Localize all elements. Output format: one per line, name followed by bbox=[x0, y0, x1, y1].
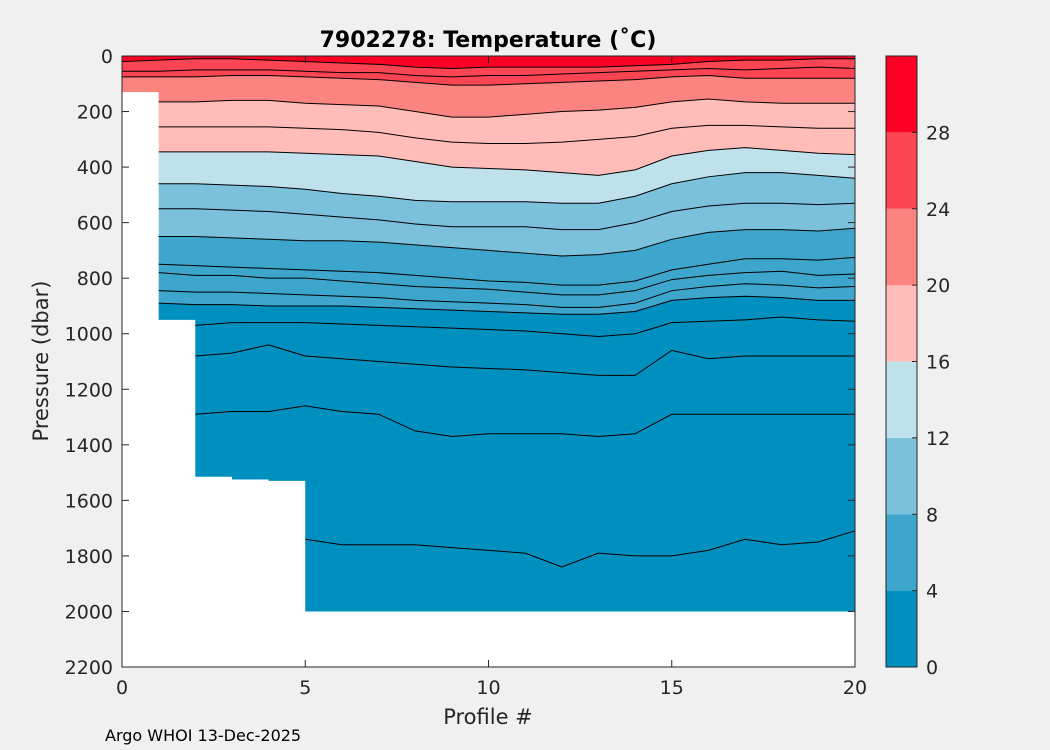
contour-line-18 bbox=[122, 124, 855, 144]
colorbar-band-28-32 bbox=[886, 56, 917, 133]
contour-plot-area: 0 5 10 15 2002004006008001000120014001600180… bbox=[65, 46, 867, 699]
contour-line-28 bbox=[122, 58, 855, 69]
y-tick-label-600: 600 bbox=[77, 213, 113, 235]
colorbar-band-4-8 bbox=[886, 514, 917, 591]
colorbar-band-12-16 bbox=[886, 361, 917, 438]
y-tick-label-2200: 2200 bbox=[65, 657, 113, 679]
colorbar-band-0-4 bbox=[886, 590, 917, 667]
colorbar-tick-label-24: 24 bbox=[926, 199, 950, 221]
contour-line-24 bbox=[122, 74, 855, 86]
contour-line-6 bbox=[122, 316, 855, 338]
x-tick-label-15: 15 bbox=[660, 677, 684, 699]
y-tick-label-1400: 1400 bbox=[65, 435, 113, 457]
colorbar-band-8-12 bbox=[886, 437, 917, 515]
y-tick-label-2000: 2000 bbox=[65, 601, 113, 623]
colorbar-tick-label-20: 20 bbox=[926, 275, 950, 297]
colorbar-tick-label-16: 16 bbox=[926, 352, 950, 374]
colorbar-tick-label-4: 4 bbox=[926, 581, 938, 603]
y-tick-label-1000: 1000 bbox=[65, 324, 113, 346]
contour-line-8 bbox=[122, 227, 855, 257]
x-tick-label-5: 5 bbox=[299, 677, 311, 699]
y-tick-label-400: 400 bbox=[77, 157, 113, 179]
contour-line-14 bbox=[122, 202, 855, 231]
colorbar-band-20-24 bbox=[886, 208, 917, 286]
colorbar-band-24-28 bbox=[886, 132, 917, 209]
y-tick-label-1200: 1200 bbox=[65, 379, 113, 401]
colorbar-tick-label-12: 12 bbox=[926, 428, 950, 450]
temperature-field bbox=[122, 56, 855, 612]
y-tick-label-1800: 1800 bbox=[65, 546, 113, 568]
x-tick-label-0: 0 bbox=[116, 677, 128, 699]
y-tick-label-200: 200 bbox=[77, 102, 113, 124]
x-axis-label: Profile # bbox=[443, 705, 533, 729]
colorbar-band-16-20 bbox=[886, 285, 917, 362]
contour-line-16 bbox=[122, 147, 855, 176]
contour-line-26 bbox=[122, 66, 855, 78]
contour-line-12 bbox=[122, 172, 855, 204]
contour-line-5-5 bbox=[122, 344, 855, 376]
x-tick-label-10: 10 bbox=[476, 677, 500, 699]
contour-line-5 bbox=[122, 405, 855, 437]
contour-line-10 bbox=[122, 256, 855, 286]
y-tick-label-0: 0 bbox=[101, 46, 113, 68]
colorbar-tick-label-0: 0 bbox=[926, 657, 938, 679]
colorbar: 0 4 8 12 16 20 24 28 bbox=[885, 55, 950, 679]
x-tick-label-20: 20 bbox=[843, 677, 867, 699]
y-tick-label-800: 800 bbox=[77, 268, 113, 290]
footer-credit: Argo WHOI 13-Dec-2025 bbox=[105, 726, 301, 745]
contour-line-4 bbox=[122, 295, 855, 315]
colorbar-tick-label-28: 28 bbox=[926, 122, 950, 144]
contour-line-20 bbox=[122, 98, 855, 118]
contour-line-9 bbox=[122, 283, 855, 308]
y-tick-label-1600: 1600 bbox=[65, 490, 113, 512]
chart-title: 7902278: Temperature (˚C) bbox=[320, 28, 657, 53]
colorbar-tick-label-8: 8 bbox=[926, 504, 938, 526]
contour-line-9-5 bbox=[122, 270, 855, 296]
y-axis-label: Pressure (dbar) bbox=[29, 281, 53, 442]
